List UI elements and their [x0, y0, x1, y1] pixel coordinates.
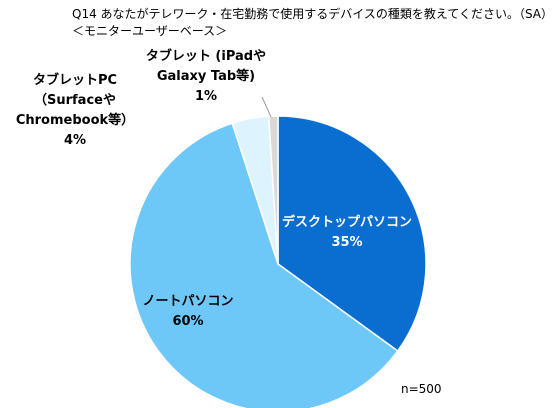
pie-slice-notebook: [129, 122, 399, 408]
sample-size-note: n=500: [401, 382, 442, 396]
slice-label-notebook-name: ノートパソコン: [142, 294, 234, 309]
slice-label-notebook-value: 60%: [172, 314, 204, 329]
slice-label-desktop-name: デスクトップパソコン: [282, 215, 413, 230]
slice-label-desktop: デスクトップパソコン 35%: [282, 213, 412, 253]
slice-label-tablet-pc: タブレットPC （Surfaceや Chromebook等） 4%: [0, 71, 150, 151]
slice-label-notebook: ノートパソコン 60%: [128, 292, 248, 332]
pie-slice-tablet: [267, 115, 279, 265]
slice-label-tablet-pc-value: 4%: [63, 133, 87, 148]
slice-label-tablet-line2: Galaxy Tab等): [156, 69, 256, 84]
pie-slices: [129, 115, 427, 408]
chart-title: Q14 あなたがテレワーク・在宅勤務で使用するデバイスの種類を教えてください。（…: [72, 7, 554, 21]
slice-label-desktop-value: 35%: [331, 235, 363, 250]
chart-title-block: Q14 あなたがテレワーク・在宅勤務で使用するデバイスの種類を教えてください。（…: [72, 6, 553, 40]
slice-label-tablet-pc-line2: （Surfaceや: [34, 93, 116, 108]
slice-label-tablet: タブレット (iPadや Galaxy Tab等) 1%: [136, 47, 276, 107]
chart-subtitle: ＜モニターユーザーベース＞: [72, 24, 228, 38]
pie-slice-desktop: [277, 115, 427, 353]
slice-label-tablet-value: 1%: [194, 89, 218, 104]
slice-label-tablet-pc-line3: Chromebook等）: [15, 113, 135, 128]
slice-label-tablet-pc-line1: タブレットPC: [32, 73, 118, 88]
leader-line-tablet: [261, 96, 272, 118]
slice-label-tablet-line1: タブレット (iPadや: [145, 49, 267, 64]
